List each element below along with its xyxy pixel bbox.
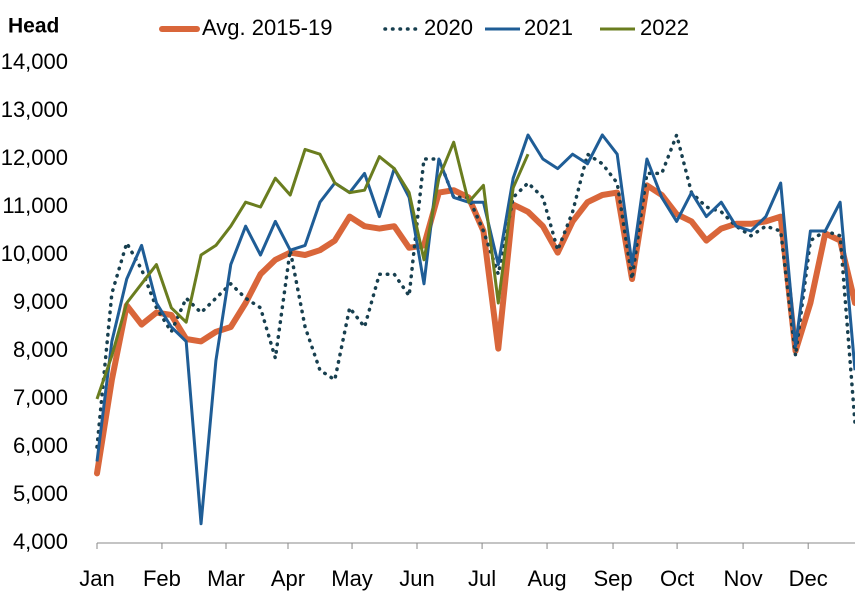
x-tick-label: Jul <box>468 566 496 591</box>
x-tick-label: Sep <box>593 566 632 591</box>
y-tick-label: 6,000 <box>13 433 68 458</box>
x-tick-label: Jan <box>79 566 114 591</box>
x-tick-label: Oct <box>660 566 694 591</box>
series-line <box>95 140 530 400</box>
y-tick-label: 10,000 <box>1 241 68 266</box>
x-tick-label: Feb <box>143 566 181 591</box>
y-tick-label: 14,000 <box>1 49 68 74</box>
y-tick-label: 13,000 <box>1 97 68 122</box>
legend-label: Avg. 2015-19 <box>202 15 332 40</box>
x-tick-label: May <box>331 566 373 591</box>
x-tick-label: Dec <box>789 566 828 591</box>
series-line <box>95 133 855 526</box>
x-tick-label: Apr <box>271 566 305 591</box>
x-tick-label: Nov <box>724 566 763 591</box>
y-tick-label: 8,000 <box>13 337 68 362</box>
y-tick-label: 7,000 <box>13 385 68 410</box>
x-tick-label: Aug <box>527 566 566 591</box>
y-tick-label: 4,000 <box>13 529 68 554</box>
y-tick-label: 12,000 <box>1 145 68 170</box>
legend-label: 2022 <box>640 15 689 40</box>
series-line <box>95 133 855 449</box>
y-axis-title: Head <box>8 15 59 38</box>
x-tick-label: Mar <box>207 566 245 591</box>
x-tick-label: Jun <box>399 566 434 591</box>
series-line <box>94 182 855 477</box>
legend-label: 2020 <box>424 15 473 40</box>
y-tick-label: 9,000 <box>13 289 68 314</box>
y-tick-label: 5,000 <box>13 481 68 506</box>
y-tick-label: 11,000 <box>2 193 68 218</box>
legend-label: 2021 <box>524 15 573 40</box>
